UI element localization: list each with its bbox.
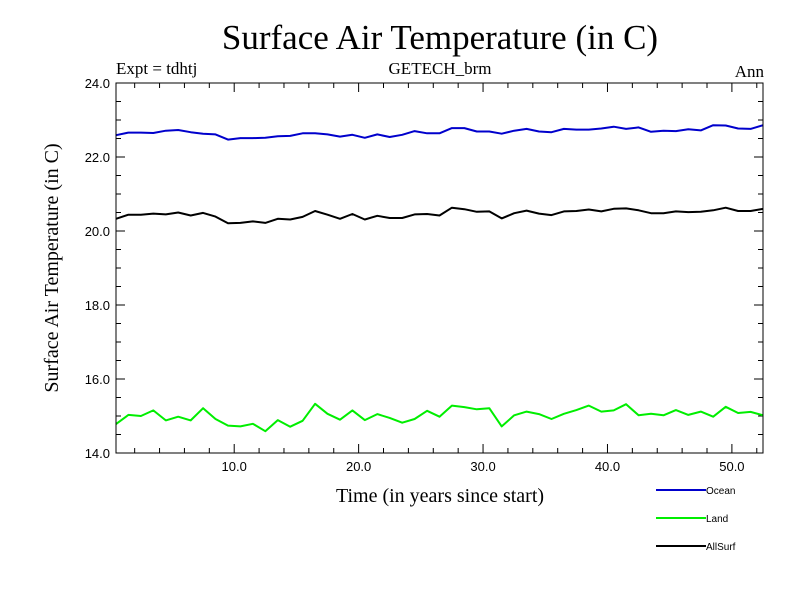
x-axis-label: Time (in years since start) xyxy=(336,485,544,507)
series-line-land xyxy=(115,402,764,433)
y-tick-label: 20.0 xyxy=(85,224,110,239)
series-lines xyxy=(115,124,764,433)
x-tick-label: 50.0 xyxy=(719,459,744,474)
legend-label-land: Land xyxy=(706,514,728,525)
y-tick-label: 14.0 xyxy=(85,446,110,461)
y-tick-label: 18.0 xyxy=(85,298,110,313)
x-tick-label: 20.0 xyxy=(346,459,371,474)
y-axis-ticks: 14.0 16.0 18.0 20.0 22.0 24.0 xyxy=(85,76,763,461)
legend-label-ocean: Ocean xyxy=(706,486,735,497)
y-tick-label: 24.0 xyxy=(85,76,110,91)
x-tick-label: 40.0 xyxy=(595,459,620,474)
legend: Ocean Land AllSurf xyxy=(656,486,736,553)
plot-frame xyxy=(115,82,764,454)
dataset-label: GETECH_brm xyxy=(389,59,492,78)
y-axis-label: Surface Air Temperature (in C) xyxy=(41,143,63,392)
experiment-label: Expt = tdhtj xyxy=(116,59,197,78)
x-tick-label: 30.0 xyxy=(470,459,495,474)
chart-title: Surface Air Temperature (in C) xyxy=(222,18,658,57)
x-axis-ticks: 10.0 20.0 30.0 40.0 50.0 xyxy=(134,83,758,474)
season-label: Ann xyxy=(735,62,765,81)
series-line-ocean xyxy=(115,124,764,141)
y-tick-label: 22.0 xyxy=(85,150,110,165)
legend-label-allsurf: AllSurf xyxy=(706,542,736,553)
y-tick-label: 16.0 xyxy=(85,372,110,387)
x-tick-label: 10.0 xyxy=(222,459,247,474)
series-line-allsurf xyxy=(115,206,764,225)
